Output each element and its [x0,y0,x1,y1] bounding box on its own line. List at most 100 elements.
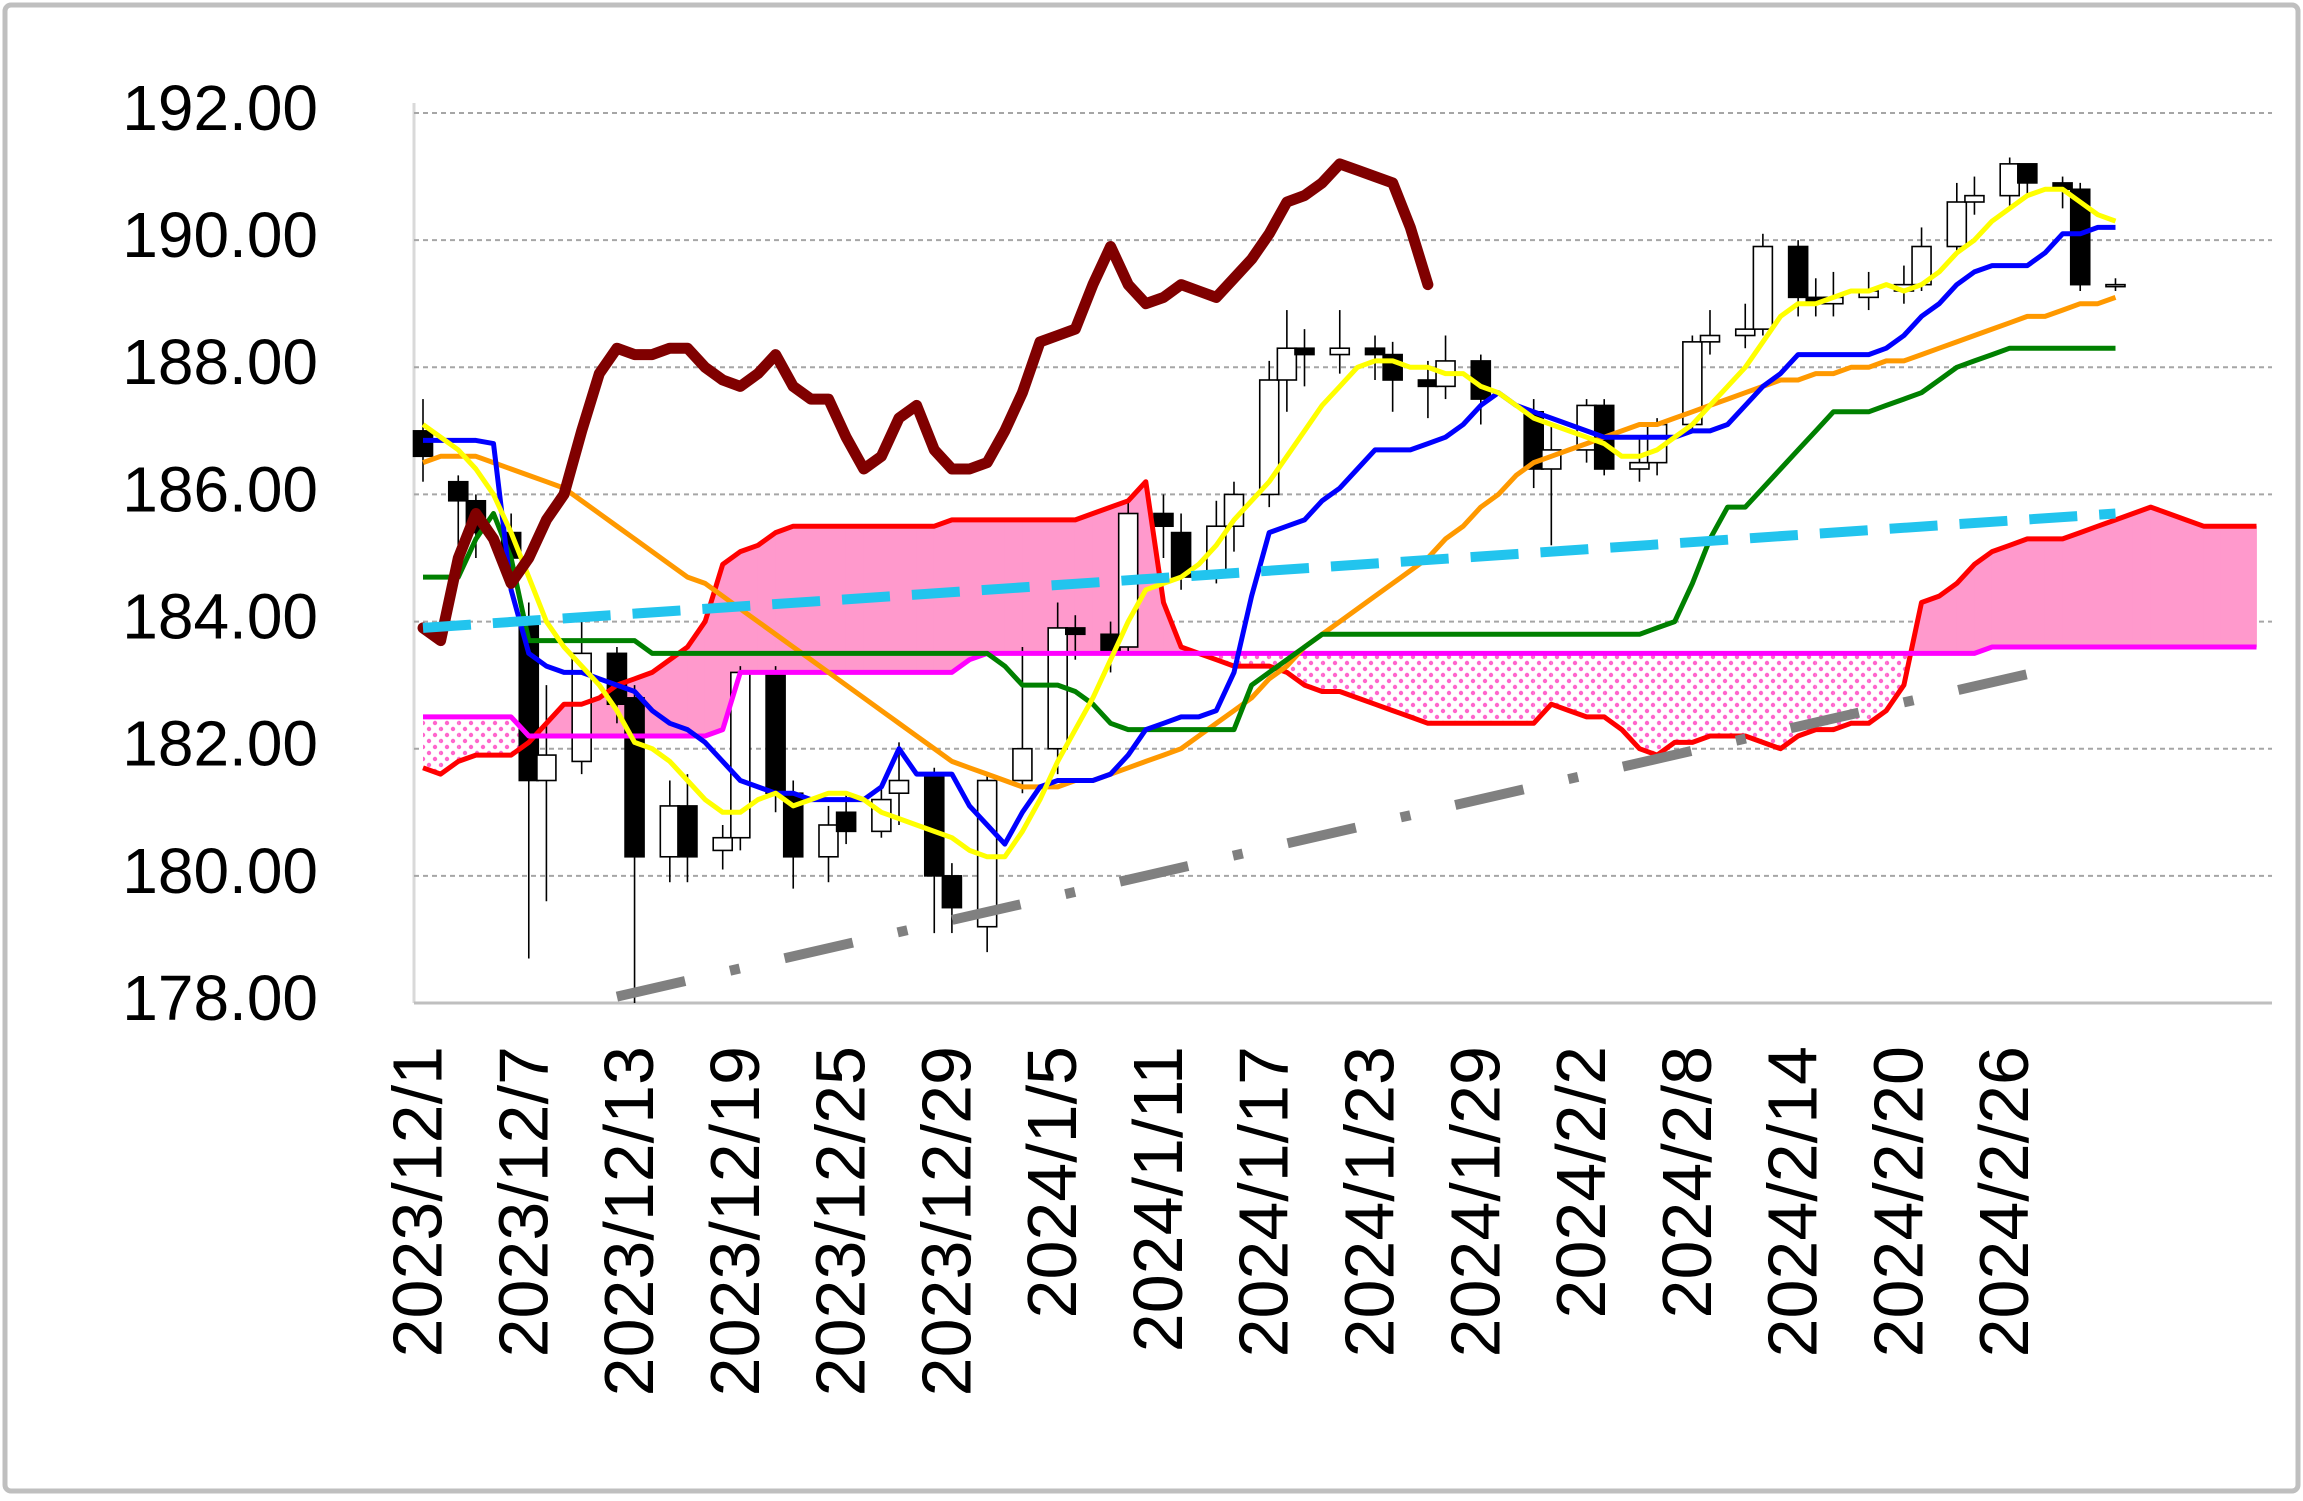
cloud-segment [1304,653,1323,692]
cloud-segment [2238,525,2257,648]
y-tick-label: 190.00 [122,199,318,271]
series-line [421,186,2117,860]
cloud-segment [1551,653,1569,711]
series-line [423,345,2116,733]
cloud-segment [1974,550,1993,654]
candle-body [712,836,734,852]
candle-body [835,811,857,833]
cloud-segment [1815,653,1834,730]
candle-body [447,480,469,502]
trend-line [422,508,2116,633]
cloud-segment [1375,653,1393,711]
x-tick-label: 2024/2/14 [1754,1046,1832,1357]
x-tick-label: 2024/1/11 [1119,1046,1197,1352]
candle-body [624,697,645,858]
candle-body [606,652,628,706]
cloud-segment [1921,595,1940,654]
cloud-segment [1745,653,1763,743]
cloud-segment [1991,544,2011,648]
candle-body [1329,347,1351,356]
candle-body [2105,283,2126,288]
x-tick-label: 2024/2/26 [1965,1046,2043,1357]
candle-body [1699,334,1721,343]
cloud-segment [1798,653,1816,736]
candle-body [677,805,698,858]
cloud-segment [1445,653,1464,724]
cloud-segment [1692,653,1710,743]
cloud-segment [2203,525,2222,648]
candle-body [765,671,786,795]
cloud-segment [423,716,441,775]
cloud-segment [2079,525,2099,648]
cloud-segment [2167,512,2187,648]
cloud-segment [1410,653,1428,724]
cloud-segment [1516,653,1534,724]
trend-line [615,661,2064,1002]
candle-body [659,805,681,858]
candle-body [888,779,910,795]
x-tick-label: 2024/2/20 [1859,1046,1937,1357]
cloud-segment [1851,653,1869,724]
candle-body [1787,245,1809,299]
cloud-segment [1727,653,1746,736]
x-tick-label: 2023/12/19 [696,1046,774,1396]
cloud-segment [2062,532,2081,648]
y-tick-label: 182.00 [122,708,318,780]
candle-body [1999,163,2020,197]
cloud-segment [1498,653,1517,724]
cloud-segment [1657,653,1675,756]
cloud-segment [1586,653,1605,717]
cloud-segment [2115,512,2134,648]
candle-body [536,754,557,782]
x-tick-label: 2023/12/25 [802,1046,880,1396]
cloud-segment [1480,653,1499,724]
candle-body [923,773,945,877]
cloud-segment [1568,653,1587,717]
x-tick-label: 2023/12/13 [590,1046,668,1396]
cloud-segment [1709,653,1728,736]
cloud-segment [1762,653,1781,749]
cloud-segment [1674,653,1693,743]
x-tick-label: 2023/12/7 [484,1046,562,1357]
x-tick-label: 2024/2/2 [1542,1046,1620,1318]
y-tick-label: 186.00 [122,453,318,525]
candle-body [1629,461,1650,470]
candle-body [2017,163,2038,184]
cloud-segment [2150,506,2169,648]
cloud-segment [1621,653,1640,749]
candle-body [1382,353,1403,381]
cloud-segment [2026,538,2046,648]
series-line [422,479,2257,777]
x-tick-label: 2023/12/1 [378,1046,456,1357]
cloud-segment [1780,653,1799,749]
candle-body [1734,328,1756,337]
cloud-segment [1339,653,1358,698]
candle-body [412,430,434,458]
x-tick-label: 2024/2/8 [1648,1046,1726,1318]
x-tick-label: 2024/1/29 [1436,1046,1514,1357]
cloud-segment [1357,653,1376,705]
y-tick-label: 180.00 [122,835,318,907]
series-line [422,295,2117,790]
candle-body [1276,347,1298,381]
y-tick-label: 188.00 [122,326,318,398]
candle-body [1752,245,1774,330]
cloud-segment [2185,519,2205,648]
cloud-segment [1322,653,1340,692]
x-tick-label: 2024/1/17 [1225,1046,1303,1357]
series-line [417,158,1434,647]
series-line [423,644,2257,739]
cloud-segment [2132,506,2152,648]
cloud-segment [440,716,459,775]
candle-body [1294,347,1315,356]
cloud-segment [2009,538,2028,648]
cloud-segment [1639,653,1658,756]
candle-body [818,824,839,858]
x-tick-label: 2024/1/5 [1013,1046,1091,1318]
candle-body [1364,347,1386,356]
candle-body [2069,188,2091,286]
cloud-segment [2220,525,2240,648]
candle-body [1153,512,1174,528]
